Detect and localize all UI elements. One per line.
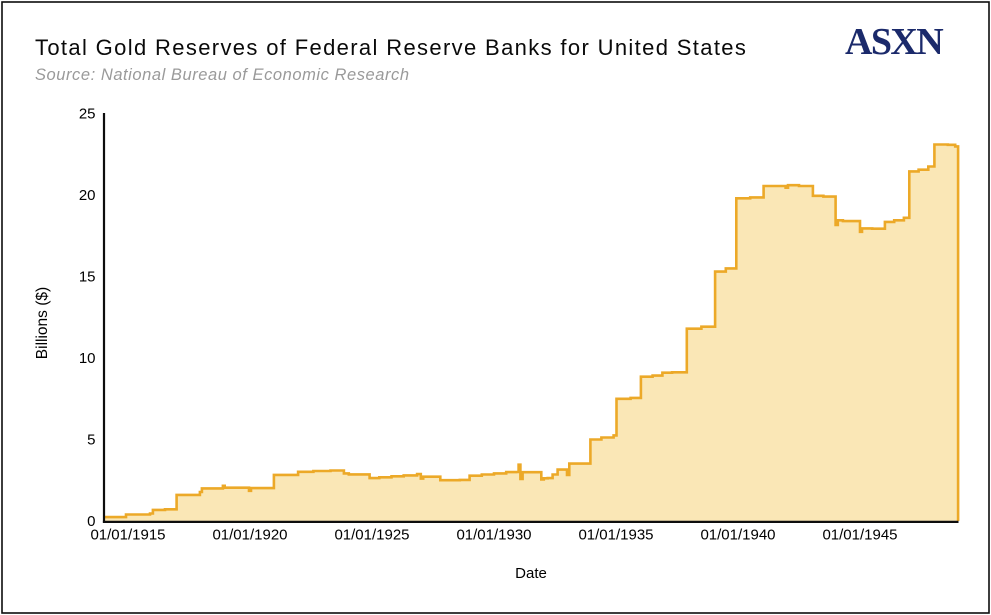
svg-text:01/01/1930: 01/01/1930 xyxy=(456,527,531,544)
svg-text:01/01/1915: 01/01/1915 xyxy=(90,527,165,544)
svg-text:ASXN: ASXN xyxy=(845,21,943,63)
svg-text:20: 20 xyxy=(79,187,96,204)
svg-text:25: 25 xyxy=(79,106,96,123)
svg-text:0: 0 xyxy=(87,513,95,530)
svg-text:01/01/1940: 01/01/1940 xyxy=(700,527,775,544)
svg-text:15: 15 xyxy=(79,269,96,286)
svg-text:Source: National Bureau of Eco: Source: National Bureau of Economic Rese… xyxy=(35,66,410,84)
svg-text:01/01/1945: 01/01/1945 xyxy=(822,527,897,544)
svg-text:01/01/1925: 01/01/1925 xyxy=(334,527,409,544)
svg-text:10: 10 xyxy=(79,350,96,367)
svg-text:Total Gold Reserves of Federal: Total Gold Reserves of Federal Reserve B… xyxy=(35,35,747,60)
svg-text:01/01/1935: 01/01/1935 xyxy=(578,527,653,544)
svg-text:Date: Date xyxy=(515,565,547,582)
svg-text:Billions ($): Billions ($) xyxy=(34,287,51,359)
svg-text:01/01/1920: 01/01/1920 xyxy=(212,527,287,544)
svg-text:5: 5 xyxy=(87,432,95,449)
